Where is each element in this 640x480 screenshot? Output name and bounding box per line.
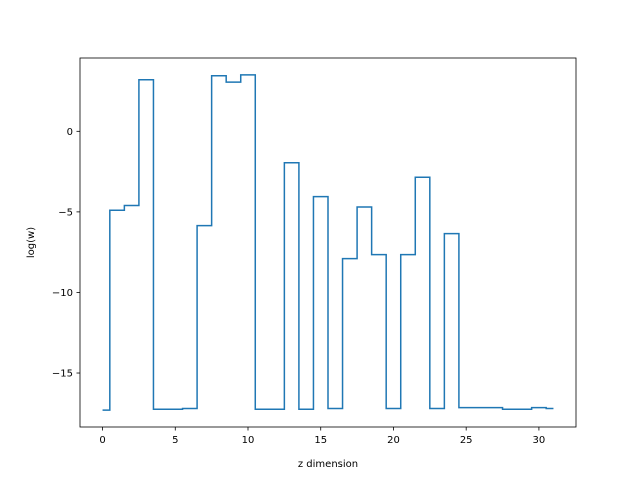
x-tick-label: 15 [314,435,327,446]
y-axis-label: log(w) [26,227,37,258]
x-axis-label: z dimension [298,459,358,470]
y-tick-label: −15 [52,369,73,380]
x-tick-label: 0 [99,435,105,446]
x-tick-label: 25 [460,435,473,446]
series-step-line [102,74,554,411]
plot-area [102,74,554,411]
y-axis: −15 −10 −5 0 [52,127,80,380]
y-tick-label: −5 [58,207,73,218]
y-tick-label: −10 [52,288,73,299]
y-tick-label: 0 [67,127,73,138]
x-tick-label: 30 [533,435,546,446]
axes-frame [79,57,577,428]
x-tick-label: 10 [242,435,255,446]
x-tick-label: 20 [387,435,400,446]
x-tick-label: 5 [172,435,178,446]
x-axis: 0 5 10 15 20 25 30 [99,427,545,446]
